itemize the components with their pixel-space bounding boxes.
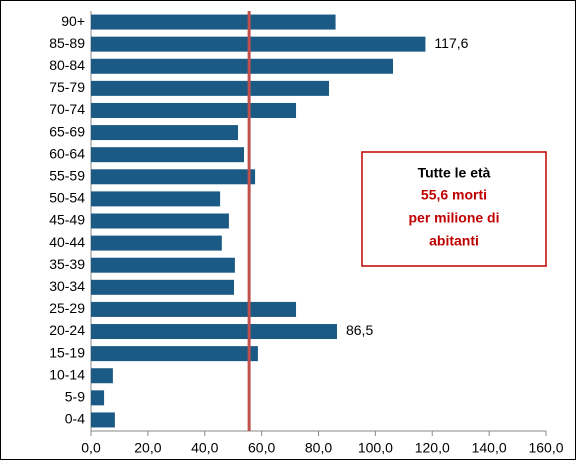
y-tick-label: 85-89 [49,35,85,51]
y-tick-label: 40-44 [49,234,85,250]
bar [91,412,115,428]
value-label: 117,6 [434,35,468,51]
bar [91,191,221,207]
value-label: 86,5 [346,322,373,338]
bar [91,213,229,229]
annotation-text: 55,6 morti [421,187,487,203]
x-tick-label: 140,0 [472,440,507,456]
bar [91,346,258,362]
bar [91,235,222,251]
y-tick-label: 60-64 [49,145,85,161]
y-tick-label: 0-4 [65,411,85,427]
bar [91,58,394,74]
y-tick-label: 80-84 [49,57,85,73]
bar [91,80,330,96]
x-tick-label: 0,0 [81,440,101,456]
x-tick-label: 120,0 [415,440,450,456]
y-tick-label: 15-19 [49,344,85,360]
bar [91,14,336,30]
bar [91,169,256,185]
y-tick-label: 75-79 [49,79,85,95]
y-tick-label: 65-69 [49,123,85,139]
y-tick-label: 25-29 [49,300,85,316]
bar [91,324,337,340]
annotation-text: per milione di [408,210,499,226]
bar [91,368,113,384]
y-tick-label: 5-9 [65,389,85,405]
bar [91,301,297,317]
bar [91,36,426,52]
y-tick-label: 10-14 [49,366,85,382]
annotation-box [361,151,547,267]
y-tick-label: 45-49 [49,212,85,228]
bar [91,147,244,163]
x-tick-label: 100,0 [358,440,393,456]
bar [91,102,297,118]
x-tick-label: 60,0 [248,440,275,456]
x-tick-label: 20,0 [134,440,161,456]
y-tick-label: 90+ [61,13,85,29]
bar [91,125,239,141]
x-tick-label: 40,0 [191,440,218,456]
bar [91,257,235,273]
y-tick-label: 35-39 [49,256,85,272]
y-tick-label: 70-74 [49,101,85,117]
y-tick-label: 30-34 [49,278,85,294]
bar [91,390,105,406]
x-tick-label: 160,0 [528,440,563,456]
y-tick-label: 50-54 [49,190,85,206]
y-tick-label: 55-59 [49,167,85,183]
bar [91,279,235,295]
annotation-title: Tutte le età [418,165,491,181]
annotation-text: abitanti [429,233,479,249]
y-tick-label: 20-24 [49,322,85,338]
x-tick-label: 80,0 [305,440,332,456]
